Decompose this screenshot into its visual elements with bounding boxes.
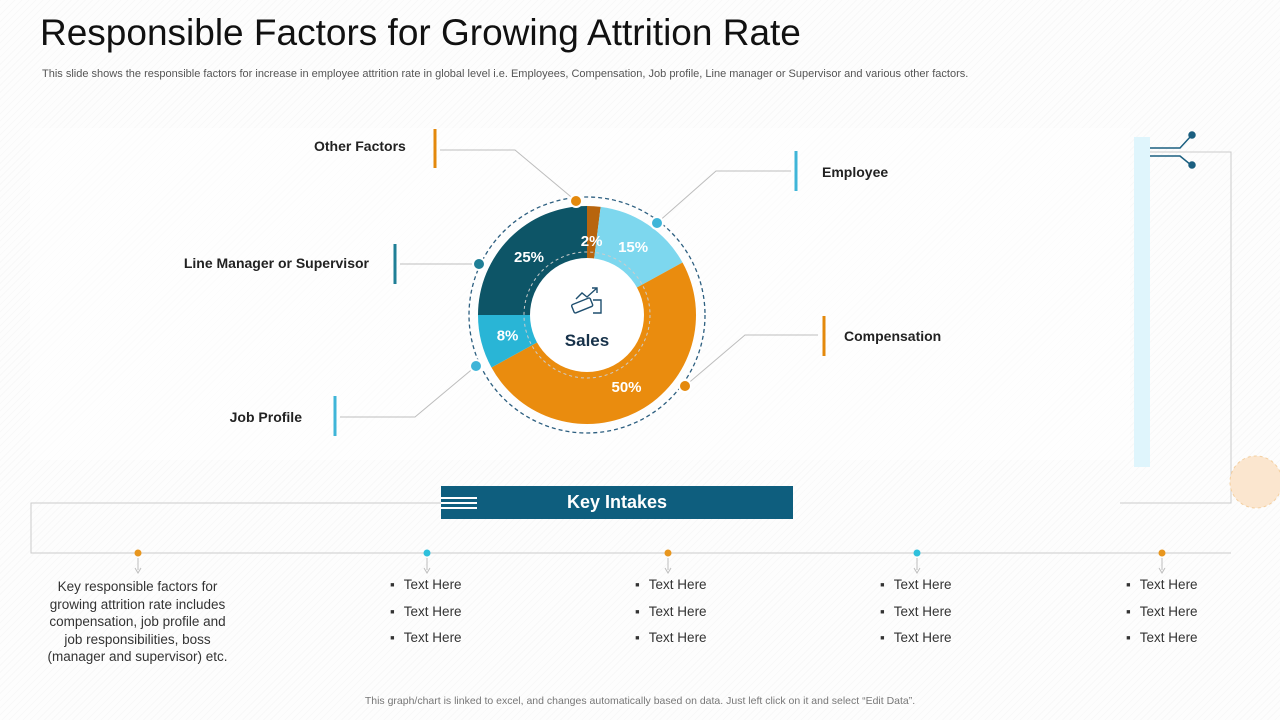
slice-value-label: 15% xyxy=(618,239,648,256)
page-subtitle: This slide shows the responsible factors… xyxy=(42,68,969,80)
legend-label-compensation: Compensation xyxy=(844,328,941,344)
decor-left-connector xyxy=(30,502,1231,554)
timeline-dot xyxy=(134,549,142,557)
key-intakes-intro: Key responsible factors for growing attr… xyxy=(47,579,228,664)
callout-marker-dot xyxy=(650,216,664,230)
callout-accent-bar xyxy=(393,244,397,284)
intake-bullet: Text Here xyxy=(1126,604,1198,631)
decor-circuit-icon xyxy=(1150,131,1196,169)
callout-accent-bar xyxy=(822,316,826,356)
money-growth-icon xyxy=(570,287,602,314)
slice-value-label: 25% xyxy=(514,249,544,266)
donut-hole xyxy=(530,258,644,372)
callout-accent-bar xyxy=(433,129,437,168)
timeline-arrow-icon xyxy=(134,567,142,574)
legend-label-other-factors: Other Factors xyxy=(314,138,406,154)
donut-slice-line-manager-or-supervisor xyxy=(478,206,587,315)
callout-accent-bar xyxy=(794,151,798,191)
intake-bullet: Text Here xyxy=(635,604,707,631)
intake-bullet: Text Here xyxy=(635,630,707,657)
intake-bullet: Text Here xyxy=(390,630,462,657)
callout-line xyxy=(656,170,791,224)
footer-note: This graph/chart is linked to excel, and… xyxy=(364,695,916,707)
key-intakes-banner: Key Intakes xyxy=(441,486,793,519)
timeline-arrow-icon xyxy=(423,567,431,574)
legend-label-line-manager-or-supervisor: Line Manager or Supervisor xyxy=(184,255,370,271)
intake-bullet: Text Here xyxy=(1126,577,1198,604)
intake-bullet: Text Here xyxy=(390,604,462,631)
donut-center-label: Sales xyxy=(565,331,609,350)
callout-accent-bar xyxy=(333,396,337,436)
callout-line xyxy=(684,334,818,387)
intake-column-1: Text Here Text Here Text Here xyxy=(390,577,462,657)
banner-lines-decor xyxy=(441,497,477,509)
timeline-dot xyxy=(1158,549,1166,557)
intake-column-3: Text Here Text Here Text Here xyxy=(880,577,952,657)
slice-value-label: 8% xyxy=(497,327,519,344)
donut-inner-dashed-ring xyxy=(523,251,651,379)
intake-bullet: Text Here xyxy=(390,577,462,604)
slice-value-label: 2% xyxy=(581,233,603,250)
timeline-arrow-icon xyxy=(1158,567,1166,574)
intake-bullet: Text Here xyxy=(880,630,952,657)
decor-vertical-band xyxy=(1134,137,1150,467)
donut-slice-compensation xyxy=(491,262,696,424)
callout-marker-dot xyxy=(472,257,486,271)
page-title: Responsible Factors for Growing Attritio… xyxy=(40,12,801,53)
intake-bullet: Text Here xyxy=(880,577,952,604)
timeline-dot xyxy=(664,549,672,557)
intake-column-4: Text Here Text Here Text Here xyxy=(1126,577,1198,657)
legend-label-employee: Employee xyxy=(822,164,888,180)
intake-column-2: Text Here Text Here Text Here xyxy=(635,577,707,657)
decor-right-connector xyxy=(1120,151,1232,504)
donut-slice-job-profile xyxy=(478,315,539,368)
callout-line xyxy=(440,149,577,202)
decor-hatched-circle xyxy=(1229,455,1280,509)
callout-marker-dot xyxy=(678,379,692,393)
donut-outer-dashed-ring xyxy=(468,196,706,434)
slice-value-label: 50% xyxy=(611,379,641,396)
intake-bullet: Text Here xyxy=(880,604,952,631)
key-intakes-title: Key Intakes xyxy=(566,492,668,512)
legend-label-job-profile: Job Profile xyxy=(230,409,303,425)
timeline-arrow-icon xyxy=(664,567,672,574)
callout-line xyxy=(340,365,477,418)
timeline-dot xyxy=(913,549,921,557)
timeline-dot xyxy=(423,549,431,557)
intake-bullet: Text Here xyxy=(1126,630,1198,657)
callout-marker-dot xyxy=(469,359,483,373)
donut-slice-other-factors xyxy=(587,206,601,261)
intake-bullet: Text Here xyxy=(635,577,707,604)
callout-marker-dot xyxy=(569,194,583,208)
timeline-arrow-icon xyxy=(913,567,921,574)
